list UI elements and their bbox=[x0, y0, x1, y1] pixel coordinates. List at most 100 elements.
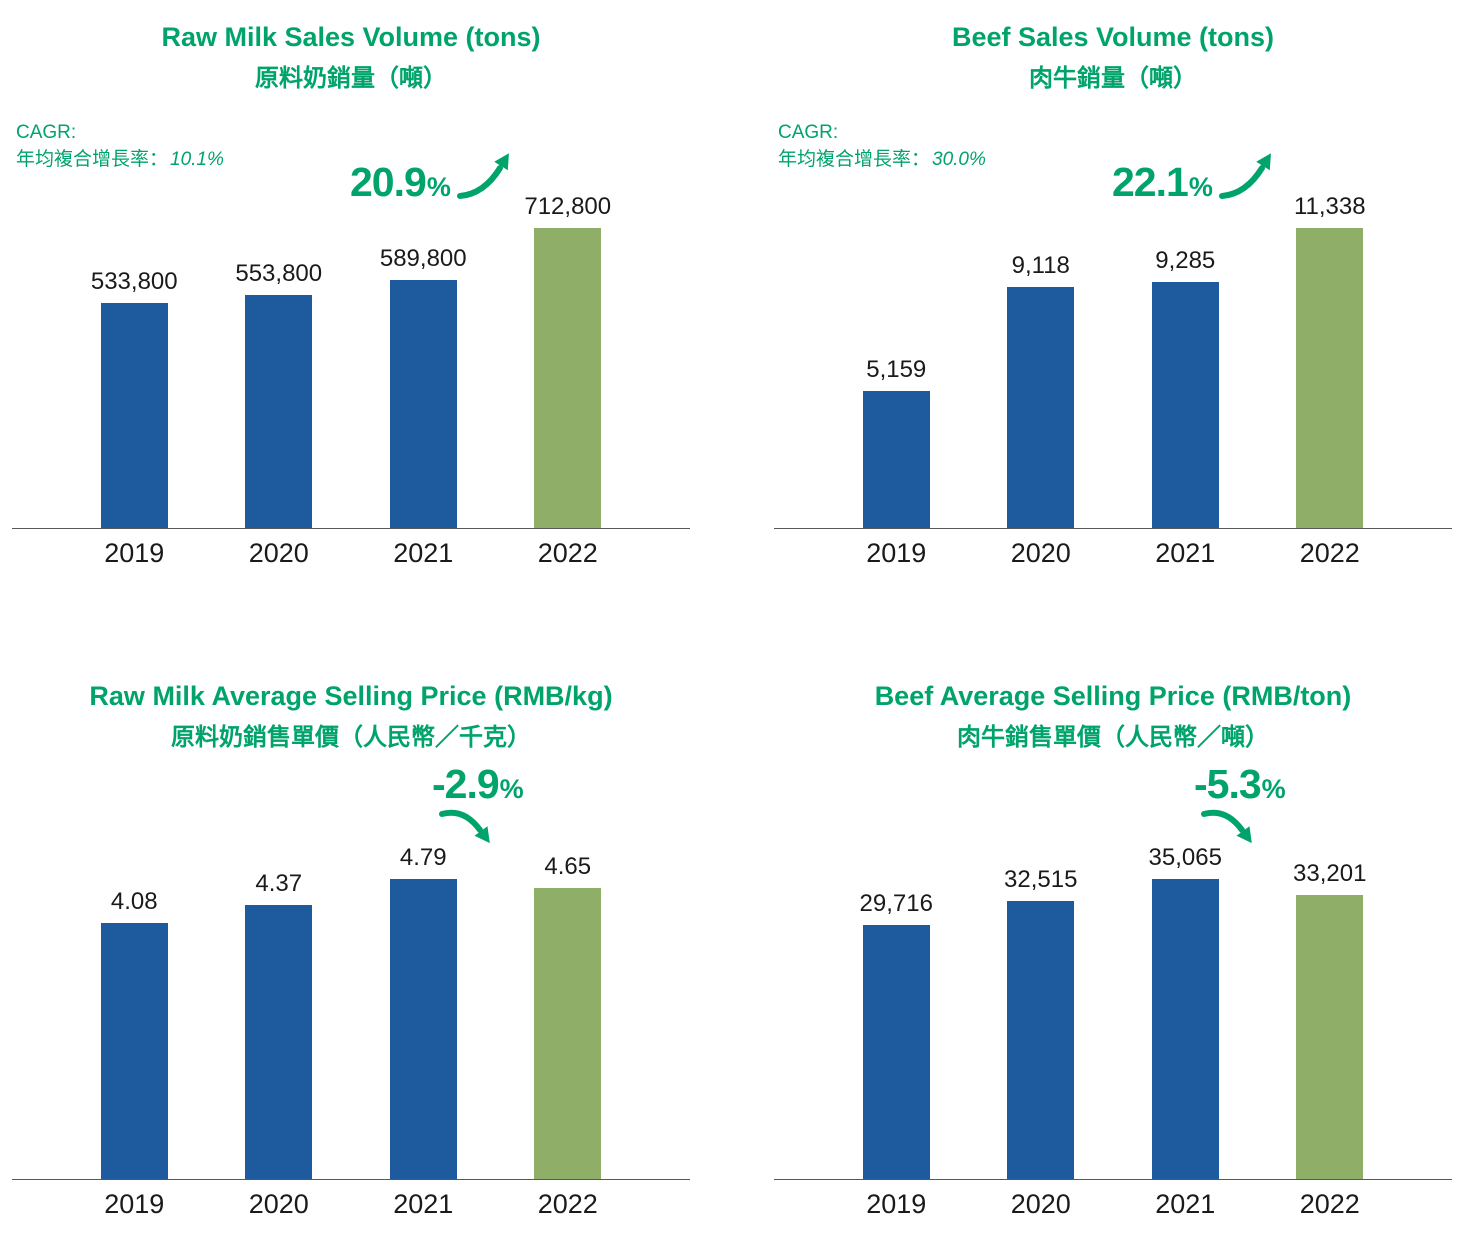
x-axis-label: 2022 bbox=[1299, 1189, 1360, 1220]
bar-column: 32,515 bbox=[969, 866, 1114, 1180]
bar bbox=[862, 391, 930, 529]
chart-header: Raw Milk Average Selling Price (RMB/kg) … bbox=[12, 681, 690, 752]
chart-title: Raw Milk Sales Volume (tons) bbox=[161, 22, 541, 52]
chart-panel-raw-milk-average-selling-price: Raw Milk Average Selling Price (RMB/kg) … bbox=[12, 681, 690, 1220]
bar-column: 35,065 bbox=[1113, 844, 1258, 1180]
cagr-value: 10.1% bbox=[170, 148, 224, 170]
growth-arrow-up-icon bbox=[1218, 153, 1271, 199]
x-axis-label: 2020 bbox=[248, 1189, 309, 1220]
bar-value-label: 4.65 bbox=[544, 853, 592, 881]
growth-unit: % bbox=[499, 774, 524, 805]
x-axis-label: 2022 bbox=[537, 538, 598, 569]
growth-text: 22.1% bbox=[1112, 159, 1213, 206]
bar-column: 4.65 bbox=[496, 853, 641, 1180]
bar-column: 9,285 bbox=[1113, 247, 1258, 529]
cagr-line: 年均複合增長率： 30.0% bbox=[778, 147, 986, 174]
x-axis: 2019 2020 2021 2022 bbox=[774, 1189, 1452, 1220]
growth-annotation: 20.9% bbox=[350, 152, 512, 206]
growth-text: -5.3% bbox=[1194, 761, 1286, 808]
bar bbox=[245, 905, 313, 1180]
chart-subtitle-zh: 原料奶銷售單價（人民幣／千克） bbox=[171, 724, 531, 752]
bar-column: 533,800 bbox=[62, 268, 207, 529]
x-axis-label: 2020 bbox=[248, 538, 309, 569]
bar-highlight bbox=[1296, 228, 1364, 529]
chart-header: Beef Sales Volume (tons) 肉牛銷量（噸） bbox=[774, 22, 1452, 93]
cagr-label: CAGR: bbox=[778, 122, 839, 143]
x-axis-label: 2022 bbox=[537, 1189, 598, 1220]
bar bbox=[245, 295, 313, 529]
x-axis-label: 2021 bbox=[1155, 1189, 1216, 1220]
growth-unit: % bbox=[1188, 172, 1213, 202]
x-axis-label: 2021 bbox=[1155, 538, 1216, 569]
growth-text: 20.9% bbox=[350, 159, 451, 206]
bar-column: 29,716 bbox=[824, 890, 969, 1180]
chart-subtitle-zh: 原料奶銷量（噸） bbox=[255, 65, 447, 93]
cagr-text-zh: 年均複合增長率： bbox=[778, 148, 931, 170]
bar-value-label: 712,800 bbox=[524, 193, 612, 221]
bar-group: 29,716 32,515 35,065 33,201 bbox=[774, 840, 1452, 1181]
decline-arrow-down-icon bbox=[1201, 809, 1252, 844]
bar-value-label: 589,800 bbox=[379, 245, 467, 273]
chart-header: Beef Average Selling Price (RMB/ton) 肉牛銷… bbox=[774, 681, 1452, 752]
bar bbox=[100, 303, 168, 529]
bar-value-label: 5,159 bbox=[866, 356, 927, 384]
growth-annotation: 22.1% bbox=[1112, 152, 1274, 206]
cagr-note: CAGR: 年均複合增長率： 30.0% bbox=[778, 120, 986, 173]
bar-column: 589,800 bbox=[351, 245, 496, 529]
decline-annotation: -5.3% bbox=[1194, 761, 1286, 850]
bar-highlight bbox=[1296, 895, 1364, 1180]
growth-arrow-up-icon bbox=[456, 153, 509, 199]
x-axis-label: 2020 bbox=[1010, 538, 1071, 569]
bar-column: 5,159 bbox=[824, 356, 969, 529]
x-axis-label: 2019 bbox=[104, 1189, 165, 1220]
bar bbox=[389, 879, 457, 1180]
plot-area: 5,159 9,118 9,285 11,338 2019 2020 2021 2022 bbox=[774, 189, 1452, 569]
chart-panel-beef-average-selling-price: Beef Average Selling Price (RMB/ton) 肉牛銷… bbox=[774, 681, 1452, 1220]
bar-value-label: 35,065 bbox=[1148, 844, 1222, 872]
x-axis-label: 2019 bbox=[866, 538, 927, 569]
bar-highlight bbox=[534, 228, 602, 529]
growth-unit: % bbox=[1261, 774, 1286, 805]
bar-value-label: 29,716 bbox=[859, 890, 933, 918]
x-axis-label: 2020 bbox=[1010, 1189, 1071, 1220]
bar bbox=[1151, 282, 1219, 529]
bar-column: 4.79 bbox=[351, 844, 496, 1180]
x-axis-label: 2022 bbox=[1299, 538, 1360, 569]
chart-title: Raw Milk Average Selling Price (RMB/kg) bbox=[89, 681, 613, 712]
x-axis: 2019 2020 2021 2022 bbox=[774, 538, 1452, 569]
cagr-line: 年均複合增長率： 10.1% bbox=[16, 147, 224, 174]
decline-arrow-down-icon bbox=[439, 809, 490, 844]
charts-grid: Raw Milk Sales Volume (tons) 原料奶銷量（噸） CA… bbox=[12, 22, 1452, 1220]
chart-panel-raw-milk-sales-volume: Raw Milk Sales Volume (tons) 原料奶銷量（噸） CA… bbox=[12, 22, 690, 569]
chart-header: Raw Milk Sales Volume (tons) 原料奶銷量（噸） bbox=[12, 22, 690, 93]
bar-column: 9,118 bbox=[969, 252, 1114, 529]
bar-value-label: 4.37 bbox=[255, 870, 303, 898]
bar-column: 4.37 bbox=[207, 870, 352, 1180]
growth-value: 20.9 bbox=[350, 159, 427, 205]
bar-value-label: 32,515 bbox=[1004, 866, 1078, 894]
decline-annotation: -2.9% bbox=[432, 761, 524, 850]
cagr-note: CAGR: 年均複合增長率： 10.1% bbox=[16, 120, 224, 173]
growth-value: -5.3 bbox=[1194, 761, 1262, 808]
bar-column: 553,800 bbox=[207, 260, 352, 529]
bar-value-label: 4.79 bbox=[399, 844, 447, 872]
bar-value-label: 33,201 bbox=[1293, 860, 1367, 888]
x-axis: 2019 2020 2021 2022 bbox=[12, 1189, 690, 1220]
bar-column: 11,338 bbox=[1258, 193, 1403, 529]
bar-value-label: 9,285 bbox=[1155, 247, 1216, 275]
bar bbox=[1007, 287, 1075, 529]
bar-value-label: 4.08 bbox=[110, 888, 158, 916]
chart-title: Beef Sales Volume (tons) bbox=[951, 22, 1275, 52]
x-axis: 2019 2020 2021 2022 bbox=[12, 538, 690, 569]
bar bbox=[1151, 879, 1219, 1180]
plot-area: 4.08 4.37 4.79 4.65 2019 2020 2021 2022 bbox=[12, 840, 690, 1220]
x-axis-label: 2021 bbox=[393, 1189, 454, 1220]
cagr-text-zh: 年均複合增長率： bbox=[16, 148, 169, 170]
plot-area: 533,800 553,800 589,800 712,800 2019 2020 202… bbox=[12, 189, 690, 569]
x-axis-label: 2019 bbox=[866, 1189, 927, 1220]
bar-group: 5,159 9,118 9,285 11,338 bbox=[774, 189, 1452, 530]
growth-value: -2.9 bbox=[432, 761, 500, 808]
bar bbox=[100, 923, 168, 1180]
x-axis-label: 2019 bbox=[104, 538, 165, 569]
plot-area: 29,716 32,515 35,065 33,201 2019 2020 2021 202… bbox=[774, 840, 1452, 1220]
